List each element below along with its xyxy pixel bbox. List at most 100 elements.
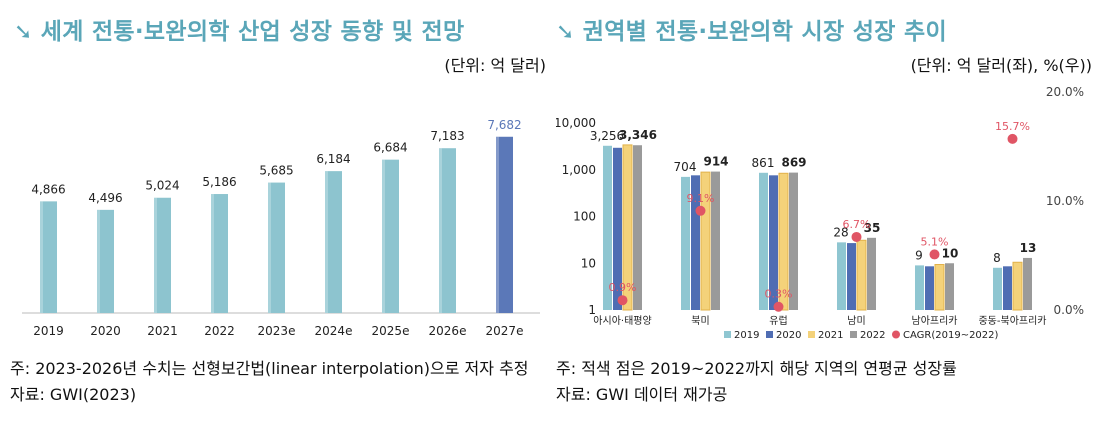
y2-tick-label: 0.0% [1054, 303, 1085, 317]
x-tick-label: 2025e [372, 324, 410, 338]
bar-2020-유럽 [769, 175, 778, 310]
bar-value-label: 6,184 [316, 152, 350, 166]
bar-value-label-2019: 704 [674, 160, 697, 174]
bar-highlight-2026e [439, 148, 442, 313]
x-tick-label: 중동-북아프리카 [978, 315, 1046, 327]
cagr-dot-남아프리카 [929, 249, 940, 260]
bar-2022 [211, 194, 228, 313]
bar-2022-유럽 [789, 172, 798, 310]
bar-value-label-2022: 869 [781, 156, 806, 170]
bar-2021-북미 [700, 171, 711, 311]
cagr-label: 15.7% [995, 120, 1030, 133]
bar-2022-남아프리카 [945, 263, 954, 310]
left-unit-label: (단위: 억 달러) [444, 56, 546, 75]
bar-2021-유럽 [778, 172, 789, 311]
bar-highlight-2027e [496, 136, 499, 313]
bar-value-label-2019: 8 [993, 251, 1001, 265]
x-tick-label: 2024e [315, 324, 353, 338]
left-note: 주: 2023-2026년 수치는 선형보간법(linear interpola… [10, 359, 529, 378]
x-tick-label: 2020 [90, 324, 121, 338]
bar-2020-남미 [847, 243, 856, 310]
bar-value-label: 5,024 [145, 179, 179, 193]
bar-value-label-2019: 3,256 [590, 129, 624, 143]
legend-swatch-2021 [808, 331, 815, 338]
bar-value-label-2019: 28 [833, 225, 848, 239]
bar-highlight-2019 [40, 201, 43, 313]
y-tick-label: 1 [588, 303, 596, 317]
bar-2019-유럽 [759, 172, 768, 310]
cagr-label: 0.9% [609, 281, 637, 294]
y2-tick-label: 10.0% [1046, 194, 1084, 208]
right-note: 주: 적색 점은 2019~2022까지 해당 지역의 연평균 성장률 [556, 359, 957, 378]
bar-value-label-2022: 914 [703, 155, 728, 169]
bar-2019-남미 [837, 242, 846, 310]
cagr-label: 0.3% [765, 288, 793, 301]
y-tick-label: 100 [573, 210, 596, 224]
cagr-dot-북미 [695, 205, 706, 216]
bar-2020-아시아·태평양 [613, 147, 622, 310]
cagr-label: 5.1% [921, 235, 949, 248]
bar-2024e [325, 171, 342, 313]
legend-swatch-cagr [892, 330, 900, 339]
x-tick-label: 2021 [147, 324, 178, 338]
bar-2021-중동-북아프리카 [1012, 261, 1023, 311]
arrow-down-right-icon: ➘ [14, 20, 33, 45]
legend-swatch-2019 [724, 331, 731, 338]
right-panel: ➘ 권역별 전통·보완의학 시장 성장 추이 (단위: 억 달러(좌), %(우)… [556, 0, 1112, 432]
bar-highlight-2021 [154, 197, 157, 313]
y-tick-label: 10 [581, 256, 596, 270]
bar-2020-남아프리카 [925, 266, 934, 310]
bar-2019-남아프리카 [915, 265, 924, 310]
left-panel: ➘ 세계 전통·보완의학 산업 성장 동향 및 전망 (단위: 억 달러) 4,8… [10, 12, 546, 404]
bar-2025e [382, 159, 399, 313]
bar-value-label: 7,183 [430, 129, 464, 143]
x-tick-label: 2019 [33, 324, 64, 338]
legend-swatch-2022 [850, 331, 857, 338]
bar-value-label-2022: 10 [942, 246, 959, 260]
left-chart-title: ➘ 세계 전통·보완의학 산업 성장 동향 및 전망 [14, 12, 464, 46]
bar-value-label: 7,682 [487, 118, 521, 132]
cagr-dot-남미 [851, 231, 862, 242]
bar-2020-북미 [691, 175, 700, 310]
left-source: 자료: GWI(2023) [10, 385, 137, 404]
bar-2027e [496, 136, 513, 313]
x-tick-label: 북미 [691, 315, 709, 327]
legend-label: 2021 [818, 330, 843, 341]
bar-2019 [40, 201, 57, 313]
x-tick-label: 남미 [847, 315, 865, 327]
bar-2022-북미 [711, 171, 720, 310]
right-unit-label: (단위: 억 달러(좌), %(우)) [910, 56, 1092, 75]
right-chart-title-text: 권역별 전통·보완의학 시장 성장 추이 [582, 19, 947, 45]
bar-2021 [154, 197, 171, 313]
right-chart-title: ➘ 권역별 전통·보완의학 시장 성장 추이 [556, 12, 947, 46]
cagr-label: 6.7% [843, 218, 871, 231]
cagr-dot-중동-북아프리카 [1007, 133, 1018, 144]
right-source: 자료: GWI 데이터 재가공 [556, 385, 728, 404]
bar-2022-중동-북아프리카 [1023, 257, 1032, 310]
legend-label: 2020 [776, 330, 801, 341]
x-tick-label: 남아프리카 [912, 315, 958, 327]
bar-2019-북미 [681, 176, 690, 310]
bar-value-label: 4,496 [88, 191, 122, 205]
arrow-down-right-icon: ➘ [556, 20, 575, 45]
cagr-label: 9.1% [687, 192, 715, 205]
x-tick-label: 유럽 [769, 315, 787, 327]
x-tick-label: 2023e [258, 324, 296, 338]
bar-highlight-2024e [325, 171, 328, 313]
cagr-dot-아시아·태평양 [617, 295, 628, 306]
bar-value-label-2022: 13 [1020, 241, 1037, 255]
bar-2022-남미 [867, 237, 876, 310]
left-bar-chart: 4,866 2019 4,496 2020 5,024 2021 5,186 2022 5,68… [22, 118, 540, 338]
legend-swatch-2020 [766, 331, 773, 338]
y-tick-label: 1,000 [562, 163, 596, 177]
bar-2026e [439, 148, 456, 313]
x-tick-label: 2027e [486, 324, 524, 338]
bar-value-label-2019: 861 [752, 156, 775, 170]
bar-highlight-2022 [211, 194, 214, 313]
bar-highlight-2020 [97, 209, 100, 313]
bar-2023e [268, 182, 285, 313]
bar-2019-중동-북아프리카 [993, 267, 1002, 310]
legend-label: CAGR(2019~2022) [903, 330, 999, 341]
bar-2021-아시아·태평양 [622, 144, 633, 311]
bar-highlight-2025e [382, 159, 385, 313]
